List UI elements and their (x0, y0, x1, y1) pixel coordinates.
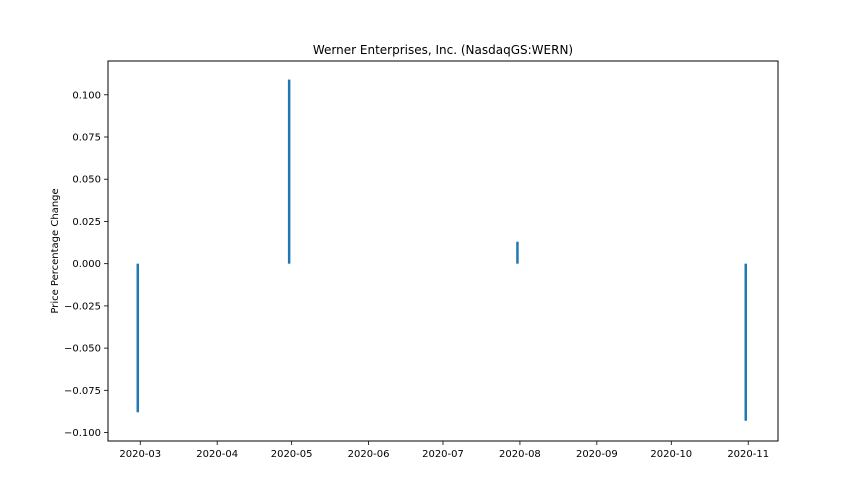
x-tick-label: 2020-11 (727, 449, 769, 460)
x-tick-label: 2020-06 (348, 449, 390, 460)
y-tick-label: −0.100 (64, 428, 101, 439)
y-tick-label: 0.000 (72, 259, 101, 270)
bar-2020-10-31 (744, 263, 747, 421)
y-tick-label: −0.050 (64, 344, 101, 355)
plot-frame (107, 60, 779, 442)
y-tick-label: 0.075 (72, 133, 101, 144)
x-tick-label: 2020-04 (196, 449, 238, 460)
x-tick-label: 2020-05 (271, 449, 313, 460)
chart-title: Werner Enterprises, Inc. (NasdaqGS:WERN) (313, 43, 573, 57)
y-tick-label: −0.075 (64, 386, 101, 397)
x-tick-label: 2020-08 (499, 449, 541, 460)
y-tick-label: −0.025 (64, 301, 101, 312)
bars-layer (136, 79, 747, 421)
x-tick-label: 2020-09 (576, 449, 618, 460)
x-tick-label: 2020-10 (650, 449, 692, 460)
x-tick-label: 2020-07 (422, 449, 464, 460)
y-tick-label: 0.050 (72, 175, 101, 186)
bar-2020-02-29 (136, 263, 140, 413)
ticks-layer: 2020-03 2020-04 2020-05 2020-06 2020-07 2020-… (64, 90, 769, 460)
x-tick-label: 2020-03 (119, 449, 161, 460)
y-tick-label: 0.100 (72, 90, 101, 101)
y-axis-label: Price Percentage Change (50, 188, 61, 313)
bar-2020-04-30 (287, 79, 291, 264)
bar-2020-07-31 (516, 241, 519, 264)
y-tick-label: 0.025 (72, 217, 101, 228)
